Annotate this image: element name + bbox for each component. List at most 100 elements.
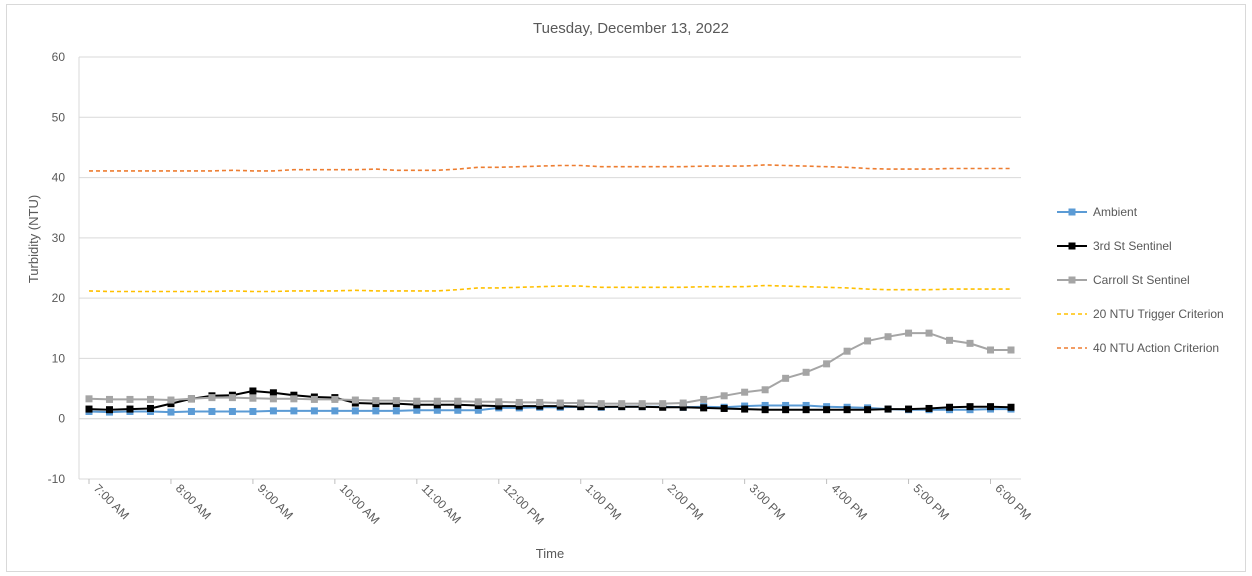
legend-label: 20 NTU Trigger Criterion (1093, 307, 1224, 321)
series-line (89, 333, 1011, 404)
data-point (331, 407, 338, 414)
gridlines (79, 57, 1021, 479)
data-point (987, 346, 994, 353)
data-point (106, 396, 113, 403)
line-chart: Tuesday, December 13, 2022 -10 0 10 20 30 40 5… (7, 5, 1245, 571)
data-point (86, 395, 93, 402)
data-point (577, 400, 584, 407)
data-point (167, 409, 174, 416)
data-point (434, 398, 441, 405)
data-point (147, 396, 154, 403)
data-point (270, 395, 277, 402)
data-point (946, 337, 953, 344)
data-point (926, 330, 933, 337)
chart-title: Tuesday, December 13, 2022 (533, 20, 729, 37)
data-point (926, 405, 933, 412)
x-tick-label: 11:00 AM (419, 481, 464, 526)
data-point (147, 405, 154, 412)
series-1 (86, 387, 1015, 413)
data-point (1008, 404, 1015, 411)
data-point (987, 403, 994, 410)
legend-swatch-marker (1069, 209, 1076, 216)
data-point (782, 375, 789, 382)
legend-label: Carroll St Sentinel (1093, 273, 1190, 287)
data-point (270, 407, 277, 414)
chart-frame: Tuesday, December 13, 2022 -10 0 10 20 30 40 5… (6, 4, 1246, 572)
y-tick-label: 50 (52, 110, 66, 124)
data-point (659, 400, 666, 407)
data-point (700, 404, 707, 411)
x-tick-label: 10:00 AM (337, 481, 383, 527)
data-point (803, 406, 810, 413)
data-point (393, 397, 400, 404)
data-point (1008, 346, 1015, 353)
data-point (352, 397, 359, 404)
data-point (495, 398, 502, 405)
data-point (290, 395, 297, 402)
data-point (803, 369, 810, 376)
data-point (700, 396, 707, 403)
x-tick-label: 2:00 PM (665, 481, 707, 523)
data-point (741, 406, 748, 413)
data-point (188, 395, 195, 402)
data-point (762, 386, 769, 393)
series-4 (89, 165, 1011, 171)
y-tick-label: 10 (52, 351, 66, 365)
y-tick-label: 30 (52, 231, 66, 245)
legend: Ambient 3rd St Sentinel Carroll St Sentine… (1057, 205, 1224, 355)
data-point (885, 406, 892, 413)
data-point (249, 395, 256, 402)
series-layer (86, 165, 1015, 416)
data-point (680, 400, 687, 407)
data-point (844, 406, 851, 413)
data-point (905, 330, 912, 337)
series-3 (89, 286, 1011, 292)
legend-item: Carroll St Sentinel (1057, 273, 1190, 287)
data-point (823, 360, 830, 367)
y-tick-label: 0 (58, 412, 65, 426)
data-point (598, 400, 605, 407)
data-point (721, 392, 728, 399)
legend-label: Ambient (1093, 205, 1138, 219)
x-tick-label: 8:00 AM (173, 481, 214, 522)
data-point (885, 333, 892, 340)
data-point (372, 397, 379, 404)
data-point (249, 387, 256, 394)
data-point (946, 404, 953, 411)
data-point (536, 399, 543, 406)
legend-item: 40 NTU Action Criterion (1057, 341, 1219, 355)
data-point (905, 406, 912, 413)
data-point (126, 406, 133, 413)
data-point (557, 400, 564, 407)
data-point (844, 348, 851, 355)
x-tick-label: 1:00 PM (583, 481, 625, 523)
data-point (229, 394, 236, 401)
data-point (721, 405, 728, 412)
data-point (864, 406, 871, 413)
x-tick-label: 5:00 PM (910, 481, 952, 523)
data-point (762, 406, 769, 413)
data-point (311, 407, 318, 414)
data-point (311, 396, 318, 403)
x-tick-label: 9:00 AM (255, 481, 296, 522)
data-point (741, 389, 748, 396)
legend-item: 3rd St Sentinel (1057, 239, 1172, 253)
y-tick-label: 40 (52, 171, 66, 185)
x-tick-label: 7:00 AM (91, 481, 132, 522)
data-point (618, 400, 625, 407)
y-axis-ticks: -10 0 10 20 30 40 50 60 (48, 50, 66, 486)
data-point (86, 406, 93, 413)
x-tick-label: 4:00 PM (828, 481, 870, 523)
y-tick-label: 60 (52, 50, 66, 64)
data-point (208, 394, 215, 401)
x-axis-label: Time (536, 546, 564, 561)
data-point (126, 396, 133, 403)
data-point (516, 399, 523, 406)
data-point (331, 396, 338, 403)
data-point (229, 408, 236, 415)
data-point (249, 408, 256, 415)
data-point (967, 340, 974, 347)
legend-item: Ambient (1057, 205, 1138, 219)
data-point (782, 406, 789, 413)
series-line (89, 286, 1011, 292)
